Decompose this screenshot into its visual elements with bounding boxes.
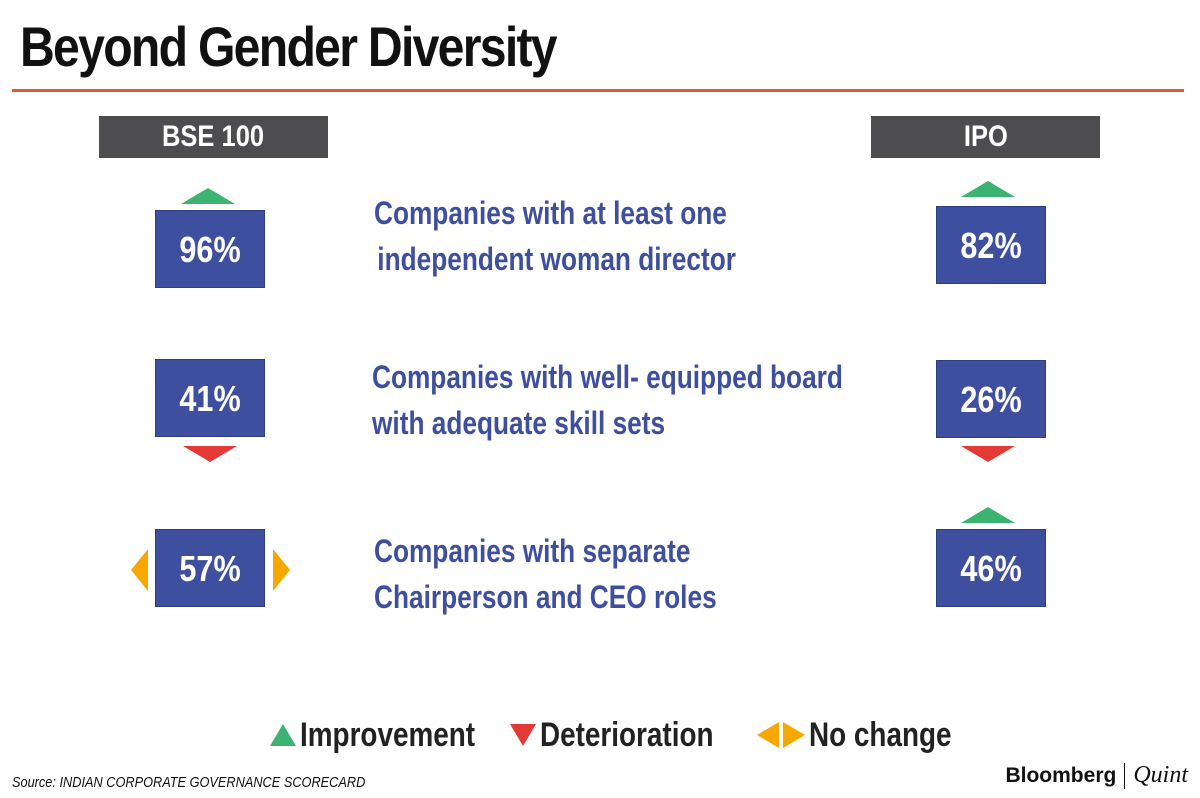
column-header-bse100: BSE 100 <box>99 116 328 158</box>
ipo-row3-improvement-icon <box>961 507 1015 523</box>
ipo-row1-improvement-icon <box>961 181 1015 197</box>
brand-divider <box>1124 762 1126 789</box>
bse-row3-no-change-left-icon <box>131 549 148 591</box>
bse-row2-deterioration-icon <box>183 446 237 462</box>
row3-description: Companies with separate Chairperson and … <box>374 533 717 615</box>
bse-row3-value: 57% <box>155 529 265 607</box>
column-header-ipo: IPO <box>871 116 1100 158</box>
ipo-row2-deterioration-icon <box>961 446 1015 462</box>
legend: Improvement Deterioration No change <box>270 712 1005 758</box>
bse-row1-improvement-icon <box>181 188 235 204</box>
ipo-row3-value: 46% <box>936 529 1046 607</box>
legend-no-change: No change <box>757 716 983 755</box>
legend-deterioration: Deterioration <box>509 716 752 755</box>
page-title: Beyond Gender Diversity <box>20 15 558 78</box>
bse-row1-value: 96% <box>155 210 265 288</box>
no-change-left-triangle-icon <box>757 722 780 748</box>
bse-row3-no-change-right-icon <box>273 549 290 591</box>
bse-row2-value: 41% <box>155 359 265 437</box>
deterioration-triangle-icon <box>509 724 536 746</box>
row2-description: Companies with well- equipped board with… <box>372 359 843 441</box>
ipo-row1-value: 82% <box>936 206 1046 284</box>
title-divider <box>12 89 1184 92</box>
brand-logo: Bloomberg Quint <box>1005 762 1188 789</box>
ipo-row2-value: 26% <box>936 360 1046 438</box>
row1-description: Companies with at least one independent … <box>374 195 736 277</box>
no-change-right-triangle-icon <box>783 722 806 748</box>
source-note: Source: INDIAN CORPORATE GOVERNANCE SCOR… <box>12 774 366 791</box>
legend-improvement: Improvement <box>270 716 514 755</box>
improvement-triangle-icon <box>270 724 296 746</box>
